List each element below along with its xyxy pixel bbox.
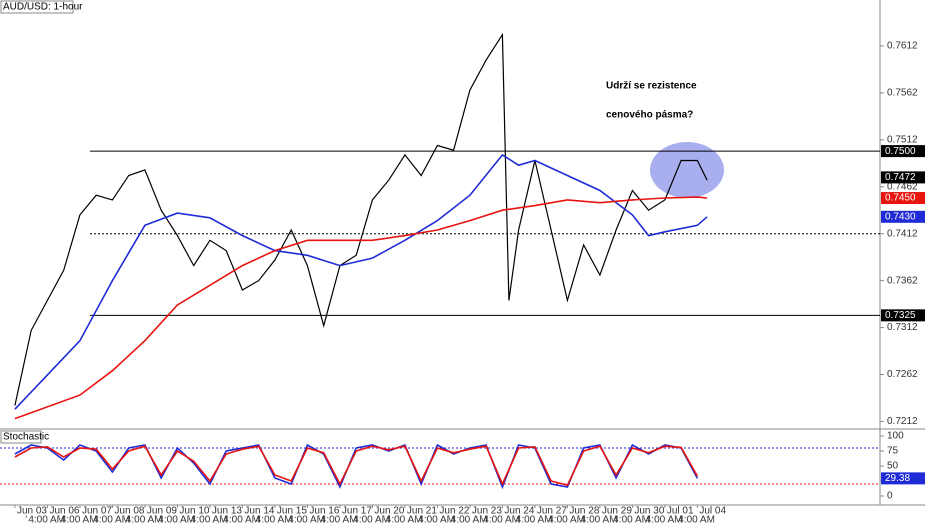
annotation: Udrží se rezistence (606, 81, 697, 92)
series-line (14, 445, 699, 487)
price-label-box (881, 145, 925, 158)
x-tick-label: 4:00 AM (418, 515, 455, 525)
x-tick-label: 4:00 AM (191, 515, 228, 525)
y-tick-label: 0.7212 (887, 416, 918, 427)
x-tick-label: Jun 20 (374, 506, 404, 517)
x-tick-label: Jun 27 (537, 506, 567, 517)
price-label: 0.7430 (885, 211, 916, 222)
price-label: 29.38 (885, 473, 910, 484)
x-tick-label: 4:00 AM (61, 515, 98, 525)
x-tick-label: 4:00 AM (386, 515, 423, 525)
x-tick-label: 4:00 AM (288, 515, 325, 525)
title-box (0, 430, 42, 444)
x-tick-label: Jul 01 (667, 506, 694, 517)
x-tick-label: 4:00 AM (581, 515, 618, 525)
x-tick-label: Jun 10 (179, 506, 209, 517)
x-tick-label: Jun 14 (244, 506, 274, 517)
x-tick-label: Jun 21 (407, 506, 437, 517)
price-label-box (881, 192, 925, 205)
series-line (14, 32, 708, 406)
x-tick-label: Jun 09 (147, 506, 177, 517)
title-box (0, 0, 74, 14)
y-tick-label: 0.7412 (887, 228, 918, 239)
price-label-box (881, 472, 925, 485)
y-tick-label: 50 (887, 461, 899, 472)
y-tick-label: 100 (887, 431, 904, 442)
y-tick-label: 0.7312 (887, 322, 918, 333)
x-tick-label: Jun 08 (114, 506, 144, 517)
highlight-ellipse (650, 142, 724, 198)
x-tick-label: Jun 23 (472, 506, 502, 517)
x-tick-label: Jun 13 (212, 506, 242, 517)
y-tick-label: 0 (887, 491, 893, 502)
x-tick-label: 4:00 AM (126, 515, 163, 525)
x-tick-label: 4:00 AM (451, 515, 488, 525)
x-tick-label: 4:00 AM (223, 515, 260, 525)
y-tick-label: 0.7462 (887, 181, 918, 192)
y-tick-label: 75 (887, 446, 899, 457)
x-tick-label: Jun 03 (17, 506, 47, 517)
y-tick-label: 0.7512 (887, 134, 918, 145)
series-line (14, 443, 699, 490)
x-tick-label: 4:00 AM (516, 515, 553, 525)
x-tick-label: Jun 15 (277, 506, 307, 517)
x-tick-label: 4:00 AM (256, 515, 293, 525)
x-tick-label: 4:00 AM (483, 515, 520, 525)
annotation: cenového pásma? (606, 110, 693, 121)
y-tick-label: 0.7362 (887, 275, 918, 286)
price-label: 0.7450 (885, 193, 916, 204)
x-tick-label: 4:00 AM (158, 515, 195, 525)
series-line (14, 153, 708, 410)
x-tick-label: 4:00 AM (678, 515, 715, 525)
x-tick-label: 4:00 AM (548, 515, 585, 525)
x-tick-label: Jun 28 (569, 506, 599, 517)
x-tick-label: Jun 30 (634, 506, 664, 517)
x-tick-label: Jun 06 (49, 506, 79, 517)
price-label-box (881, 309, 925, 322)
y-tick-label: 0.7562 (887, 88, 918, 99)
price-label-box (881, 171, 925, 184)
price-label-box (881, 210, 925, 223)
x-tick-label: Jun 22 (439, 506, 469, 517)
x-tick-label: Jun 29 (602, 506, 632, 517)
y-tick-label: 0.7612 (887, 41, 918, 52)
x-tick-label: 4:00 AM (93, 515, 130, 525)
price-label: 0.7325 (885, 310, 916, 321)
x-tick-label: Jun 16 (309, 506, 339, 517)
x-tick-label: 4:00 AM (646, 515, 683, 525)
x-tick-label: 4:00 AM (613, 515, 650, 525)
panel-title: AUD/USD: 1-hour (3, 2, 83, 13)
price-label: 0.7472 (885, 172, 916, 183)
x-tick-label: Jun 17 (342, 506, 372, 517)
x-tick-label: Jul 04 (699, 506, 726, 517)
x-tick-label: 4:00 AM (353, 515, 390, 525)
y-tick-label: 0.7262 (887, 369, 918, 380)
x-tick-label: 4:00 AM (321, 515, 358, 525)
panel-title: Stochastic (3, 432, 49, 443)
price-label: 0.7500 (885, 146, 916, 157)
x-tick-label: Jun 24 (504, 506, 534, 517)
x-tick-label: Jun 07 (82, 506, 112, 517)
x-tick-label: 4:00 AM (28, 515, 65, 525)
series-line (14, 196, 708, 420)
